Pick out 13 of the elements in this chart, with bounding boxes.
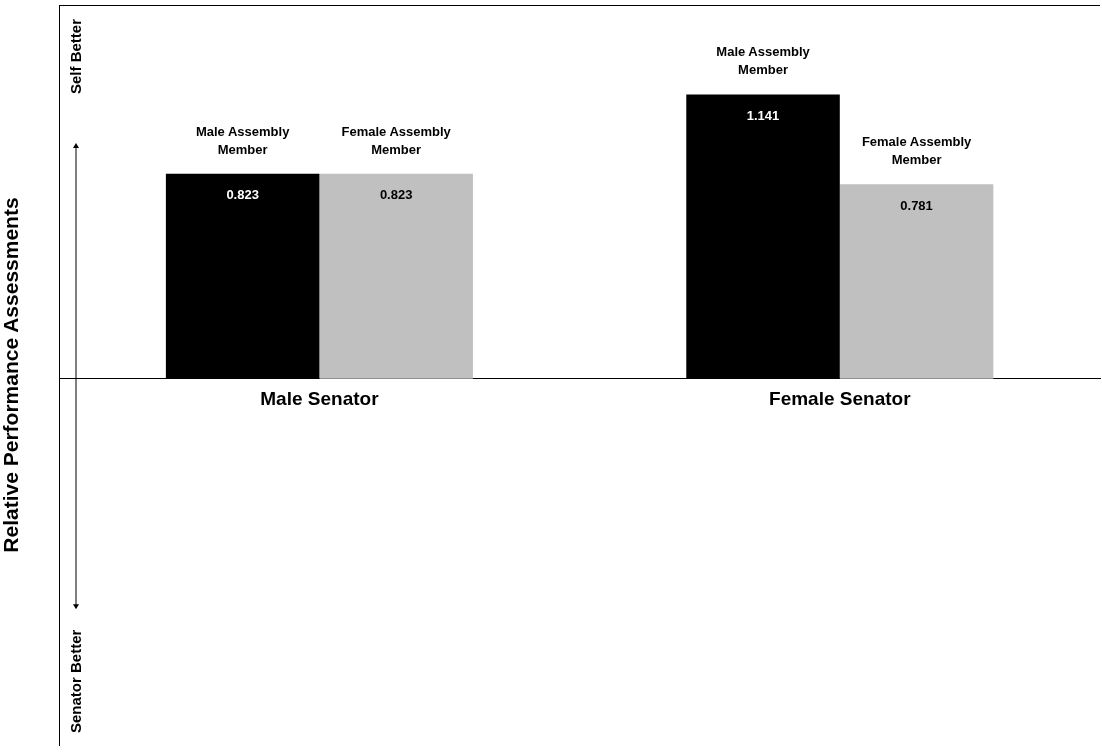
series-label: Male Assembly Member	[195, 123, 291, 157]
annotation: Self Better	[67, 18, 85, 94]
series-label: Female Assembly Member	[341, 123, 452, 157]
data-label: 0.823	[226, 187, 259, 203]
data-label: 0.781	[900, 197, 933, 213]
y-axis-title: Relative Performance Assessments	[0, 197, 23, 553]
x-tick-label: Male Senator	[260, 388, 380, 410]
text: Female Assembly Member	[861, 134, 972, 168]
data-label: 1.141	[746, 108, 780, 124]
data-label: 0.823	[379, 187, 413, 203]
annotation: Senator Better	[67, 629, 85, 733]
x-tick-label: Female Senator	[769, 388, 912, 410]
text: Male Assembly Member	[716, 44, 810, 78]
